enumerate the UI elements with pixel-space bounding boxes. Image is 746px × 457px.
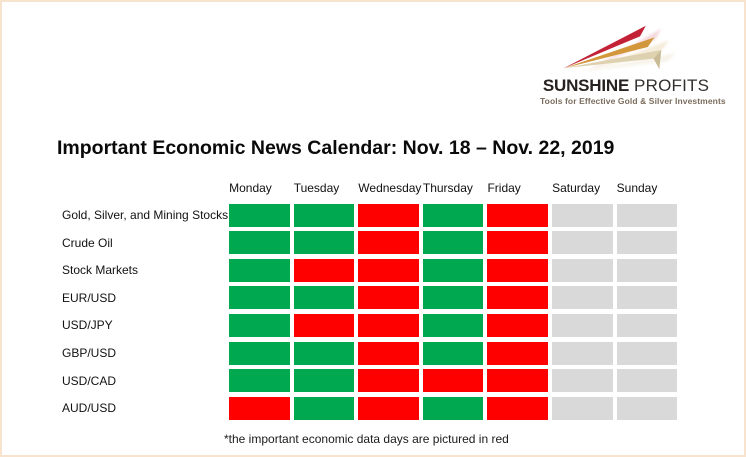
brand-name: SUNSHINE PROFITS [540,76,712,95]
calendar-cell-red [487,396,548,420]
calendar-cell-red [293,313,355,337]
calendar-cell-gray [552,396,613,420]
calendar-cell-gray [552,286,613,310]
calendar-cell-green [422,286,484,310]
calendar-cell-red [358,396,419,420]
calendar-cell-gray [616,286,678,310]
calendar-cell-gray [616,313,678,337]
calendar-grid: Monday Tuesday Wednesday Thursday Friday Satu… [59,178,678,420]
calendar-cell-green [229,341,290,365]
calendar-cell-gray [616,341,678,365]
calendar-cell-green [229,258,290,282]
grid-corner [59,178,225,199]
calendar-cell-red [422,369,484,393]
calendar-cell-red [358,258,419,282]
calendar-cell-green [422,231,484,255]
calendar-cell-red [358,203,419,227]
brand-tagline: Tools for Effective Gold & Silver Invest… [540,96,726,106]
row-label: USD/CAD [62,373,117,388]
calendar-cell-green [293,203,355,227]
calendar-cell-red [487,313,548,337]
calendar-cell-red [293,258,355,282]
calendar-cell-red [358,286,419,310]
calendar-cell-red [358,341,419,365]
calendar-cell-green [229,313,290,337]
calendar-cell-gray [552,258,613,282]
row-label: AUD/USD [62,401,117,416]
calendar-cell-green [293,231,355,255]
calendar-cell-red [358,231,419,255]
page-title: Important Economic News Calendar: Nov. 1… [57,137,615,159]
calendar-cell-gray [552,369,613,393]
calendar-cell-green [229,369,290,393]
calendar-cell-green [229,203,290,227]
brand-name-light: PROFITS [634,76,710,95]
brand-name-bold: SUNSHINE [542,76,630,95]
calendar-cell-green [293,369,355,393]
calendar-cell-green [293,286,355,310]
calendar-cell-red [487,341,548,365]
calendar-cell-gray [552,231,613,255]
day-header-saturday: Saturday [552,181,601,195]
calendar-cell-green [293,341,355,365]
day-header-tuesday: Tuesday [293,181,340,195]
calendar-cell-red [229,396,290,420]
calendar-cell-green [422,341,484,365]
day-header-friday: Friday [487,181,521,195]
calendar-cell-gray [552,341,613,365]
calendar-cell-red [358,313,419,337]
footnote: *the important economic data days are pi… [224,432,509,446]
row-label: Gold, Silver, and Mining Stocks [62,208,229,223]
row-label: Crude Oil [62,235,113,250]
fanned-arrows-icon [563,25,676,72]
row-label: USD/JPY [62,318,113,333]
calendar-cell-green [229,286,290,310]
day-header-wednesday: Wednesday [358,181,422,195]
day-header-thursday: Thursday [422,181,473,195]
calendar-cell-gray [616,258,678,282]
calendar-cell-green [229,231,290,255]
calendar-heatmap: Monday Tuesday Wednesday Thursday Friday Satu… [59,178,678,420]
row-label: EUR/USD [62,290,117,305]
calendar-cell-gray [616,203,678,227]
calendar-cell-green [422,313,484,337]
calendar-cell-gray [552,313,613,337]
calendar-cell-red [358,369,419,393]
calendar-cell-red [487,286,548,310]
calendar-cell-gray [616,231,678,255]
calendar-cell-red [487,203,548,227]
sunshine-profits-logo: SUNSHINE PROFITS Tools for Effective Gol… [540,18,726,106]
calendar-cell-gray [616,369,678,393]
calendar-cell-gray [552,203,613,227]
day-header-sunday: Sunday [616,181,658,195]
calendar-cell-green [422,203,484,227]
calendar-cell-red [487,369,548,393]
calendar-cell-gray [616,396,678,420]
row-label: GBP/USD [62,346,117,361]
calendar-cell-red [487,258,548,282]
row-label: Stock Markets [62,263,139,278]
calendar-cell-red [487,231,548,255]
calendar-cell-green [293,396,355,420]
calendar-cell-green [422,258,484,282]
calendar-cell-green [422,396,484,420]
day-header-monday: Monday [229,181,272,195]
